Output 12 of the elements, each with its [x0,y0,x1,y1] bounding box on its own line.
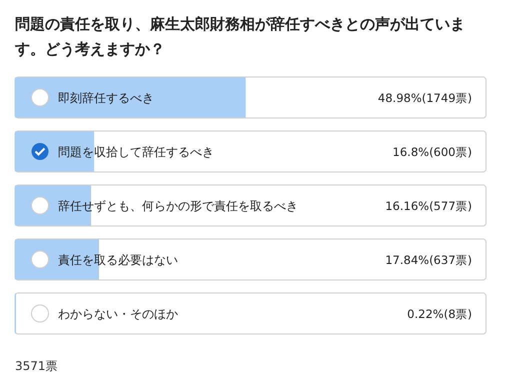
text: 3571票 [15,359,58,373]
data-label: 17.84%(637票) [385,253,472,267]
data-label: 16.16%(577票) [385,199,472,213]
y-tick-label: わからない・そのほか [58,307,178,321]
y-tick-label: 辞任せずとも、何らかの形で責任を取るべき [58,199,298,213]
y-tick-label: 問題を収拾して辞任するべき [58,145,214,159]
data-label: 48.98%(1749票) [378,91,472,105]
y-tick-label: 即刻辞任するべき [58,91,154,105]
data-label: 16.8%(600票) [392,145,472,159]
y-tick-label: 責任を取る必要はない [58,253,178,267]
chart-title: 問題の責任を取り、麻生太郎財務相が辞任すべきとの声が出ています。どう考えますか？ [15,14,466,60]
data-label: 0.22%(8票) [407,307,472,321]
